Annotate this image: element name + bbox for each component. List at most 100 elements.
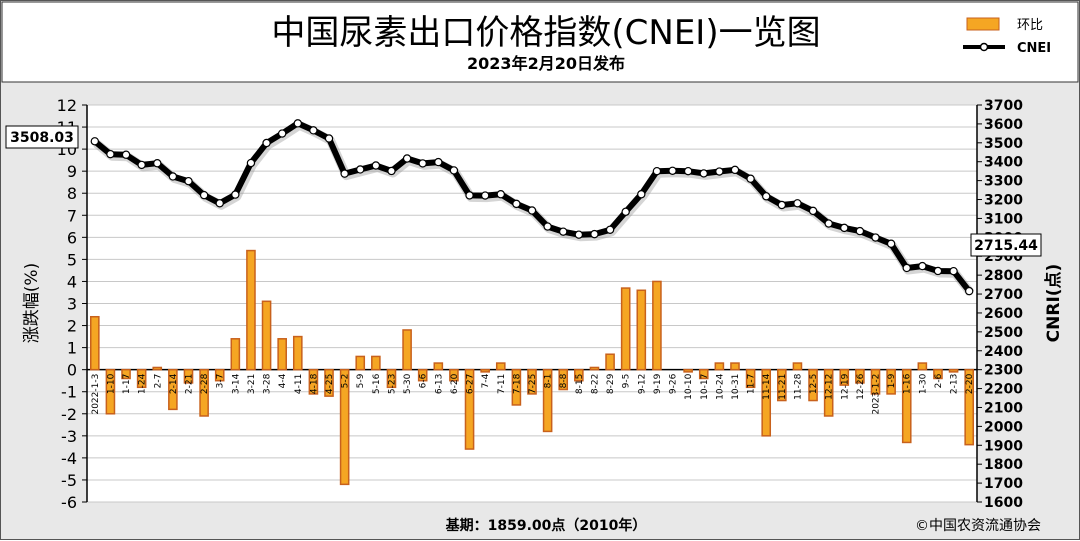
right-tick-label: 2000	[984, 419, 1023, 435]
cnei-point-12	[277, 129, 287, 138]
bar-11	[261, 300, 272, 371]
cnei-point-22	[434, 157, 443, 167]
cnei-point-4	[153, 159, 162, 168]
x-tick-label: 9-26	[669, 373, 679, 394]
x-tick-label: 1-24	[138, 373, 148, 394]
cnei-point-29	[543, 222, 552, 231]
right-tick-label: 1700	[984, 476, 1023, 492]
x-tick-label: 12-19	[840, 373, 850, 399]
x-tick-label: 4-11	[294, 374, 304, 394]
last-value-callout: 2715.44	[970, 233, 1042, 257]
cnei-point-50	[871, 233, 880, 242]
cnei-point-9	[231, 190, 240, 199]
left-tick-label: -6	[61, 493, 77, 512]
x-tick-label: 7-4	[481, 373, 491, 388]
right-tick-label: 3300	[984, 174, 1023, 190]
cnei-point-23	[449, 166, 459, 175]
cnei-point-37	[668, 166, 677, 175]
x-tick-label: 9-19	[653, 373, 663, 394]
x-tick-label: 12-26	[856, 373, 866, 399]
bar-13	[292, 335, 303, 371]
bar-35	[636, 289, 647, 371]
left-tick-label: -3	[61, 427, 77, 446]
right-tick-label: 1800	[984, 457, 1023, 473]
cnei-point-19	[387, 166, 396, 176]
x-tick-label: 7-25	[528, 374, 538, 394]
x-tick-label: 11-7	[747, 374, 757, 394]
bar-1	[105, 368, 116, 415]
right-tick-label: 3700	[984, 98, 1023, 114]
right-axis-title: CNRI(点)	[1043, 264, 1064, 343]
cnei-point-31	[574, 230, 584, 239]
cnei-point-3	[137, 160, 146, 170]
x-tick-label: 1-9	[887, 373, 897, 388]
x-tick-label: 9-5	[622, 374, 632, 389]
cnei-point-41	[730, 165, 740, 175]
bar-44	[777, 368, 787, 402]
first-value-callout: 3508.03	[5, 125, 79, 149]
copyright-note: ©中国农资流通协会	[915, 518, 1041, 534]
bar-10	[246, 249, 256, 371]
right-tick-label: 3100	[984, 211, 1023, 227]
bar-39	[698, 368, 709, 380]
legend-bar-label: 环比	[1017, 18, 1043, 33]
x-tick-label: 2-28	[200, 373, 210, 394]
x-tick-label: 3-7	[216, 374, 226, 389]
bar-36	[652, 280, 662, 371]
cnei-point-46	[808, 206, 818, 216]
bar-3	[136, 368, 147, 389]
cnei-point-49	[855, 226, 865, 236]
cnei-point-15	[324, 134, 334, 143]
left-tick-label: 2	[67, 317, 77, 336]
x-tick-label: 6-6	[419, 373, 429, 388]
left-tick-label: -2	[61, 405, 77, 424]
cnei-point-40	[715, 167, 724, 176]
bar-54	[933, 368, 943, 380]
left-tick-label: 3	[67, 295, 77, 314]
cnei-point-0	[90, 137, 100, 146]
x-tick-label: 1-30	[918, 373, 928, 394]
left-tick-label: 9	[67, 162, 77, 181]
bar-31	[574, 368, 584, 382]
cnei-point-21	[418, 159, 427, 168]
x-tick-label: 5-9	[356, 373, 366, 388]
cnei-point-18	[371, 161, 381, 170]
left-tick-label: 7	[67, 206, 77, 225]
bar-15	[324, 368, 334, 397]
bar-55	[948, 368, 959, 373]
cnei-point-20	[402, 154, 412, 163]
left-tick-label: -1	[61, 383, 77, 402]
cnei-point-6	[184, 176, 193, 186]
bar-9	[230, 338, 241, 371]
bar-33	[605, 353, 615, 371]
right-tick-label: 2200	[984, 382, 1023, 398]
cnei-point-8	[215, 199, 224, 208]
right-tick-label: 2400	[984, 344, 1023, 360]
left-tick-label: 6	[67, 228, 77, 247]
cnei-point-54	[933, 266, 943, 276]
x-tick-label: 7-18	[512, 373, 522, 394]
left-tick-label: 0	[67, 361, 77, 380]
cnei-point-10	[246, 158, 256, 168]
cnei-point-7	[199, 190, 209, 200]
bar-6	[183, 368, 194, 384]
x-tick-label: 3-28	[263, 373, 273, 394]
legend-line-marker	[979, 42, 989, 52]
cnei-point-2	[121, 150, 131, 159]
x-tick-label: 4-4	[278, 373, 288, 388]
cnei-point-53	[918, 261, 927, 271]
cnei-point-28	[527, 206, 537, 215]
bar-38	[683, 368, 693, 373]
cnei-point-26	[496, 190, 505, 199]
x-tick-label: 5-16	[372, 373, 382, 394]
cnei-point-44	[777, 200, 787, 210]
bar-29	[542, 368, 553, 433]
bar-14	[308, 368, 319, 395]
x-tick-label: 2023-1-2	[872, 374, 882, 415]
bar-17	[355, 355, 366, 371]
x-tick-label: 12-12	[825, 374, 835, 400]
cnei-point-56	[964, 286, 974, 296]
legend-line-label: CNEI	[1017, 41, 1051, 56]
bar-series	[89, 249, 975, 486]
cnei-point-14	[309, 126, 318, 135]
